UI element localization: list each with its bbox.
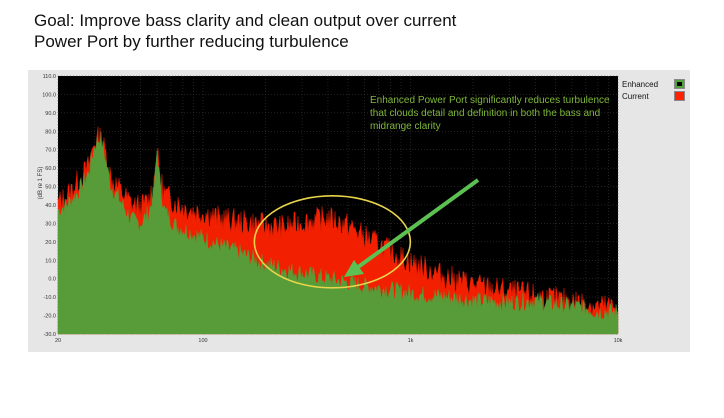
annotation-arrow-head — [344, 260, 364, 277]
legend: Enhanced Current — [622, 78, 685, 102]
y-tick-label: -30.0 — [43, 332, 56, 338]
y-axis-label: (dB re 1 FS) — [38, 166, 44, 200]
y-tick-label: -10.0 — [43, 295, 56, 301]
x-tick-label: 1k — [408, 338, 414, 344]
y-tick-label: 60.0 — [45, 166, 56, 172]
legend-item-enhanced: Enhanced — [622, 78, 685, 90]
legend-swatch-enhanced — [674, 79, 685, 89]
legend-item-current: Current — [622, 90, 685, 102]
y-tick-label: 110.0 — [43, 74, 56, 80]
series-area-enhanced — [57, 131, 619, 335]
slide-title: Goal: Improve bass clarity and clean out… — [34, 10, 594, 52]
y-tick-label: 70.0 — [45, 148, 56, 154]
y-tick-label: 90.0 — [45, 111, 56, 117]
annotation-text: Enhanced Power Port significantly reduce… — [370, 95, 610, 132]
annotation-arrow-shaft — [352, 178, 480, 272]
highlight-ellipse — [253, 195, 412, 289]
y-tick-label: 20.0 — [45, 240, 56, 246]
y-tick-label: 40.0 — [45, 203, 56, 209]
y-tick-label: 100.0 — [42, 92, 56, 98]
y-tick-label: 10.0 — [45, 258, 56, 264]
legend-label-current: Current — [622, 91, 649, 101]
x-tick-label: 100 — [198, 338, 207, 344]
slide-title-line-1: Goal: Improve bass clarity and clean out… — [34, 11, 457, 30]
y-tick-label: -20.0 — [43, 314, 56, 320]
legend-label-enhanced: Enhanced — [622, 79, 659, 89]
y-tick-label: 50.0 — [45, 185, 56, 191]
x-tick-label: 20 — [55, 338, 61, 344]
spectrum-chart: -30.0 -20.0 -10.0 0.0 10.0 20.0 30.0 40.0 50.0 60… — [42, 74, 623, 344]
y-tick-label: 30.0 — [45, 221, 56, 227]
chart-panel: -30.0 -20.0 -10.0 0.0 10.0 20.0 30.0 40.0 50.0 60… — [28, 70, 690, 352]
y-tick-label: 80.0 — [45, 129, 56, 135]
slide-title-line-2: Power Port by further reducing turbulenc… — [34, 32, 349, 51]
legend-swatch-current — [674, 91, 685, 101]
x-tick-label: 10k — [614, 338, 623, 344]
y-tick-label: 0.0 — [48, 277, 56, 283]
